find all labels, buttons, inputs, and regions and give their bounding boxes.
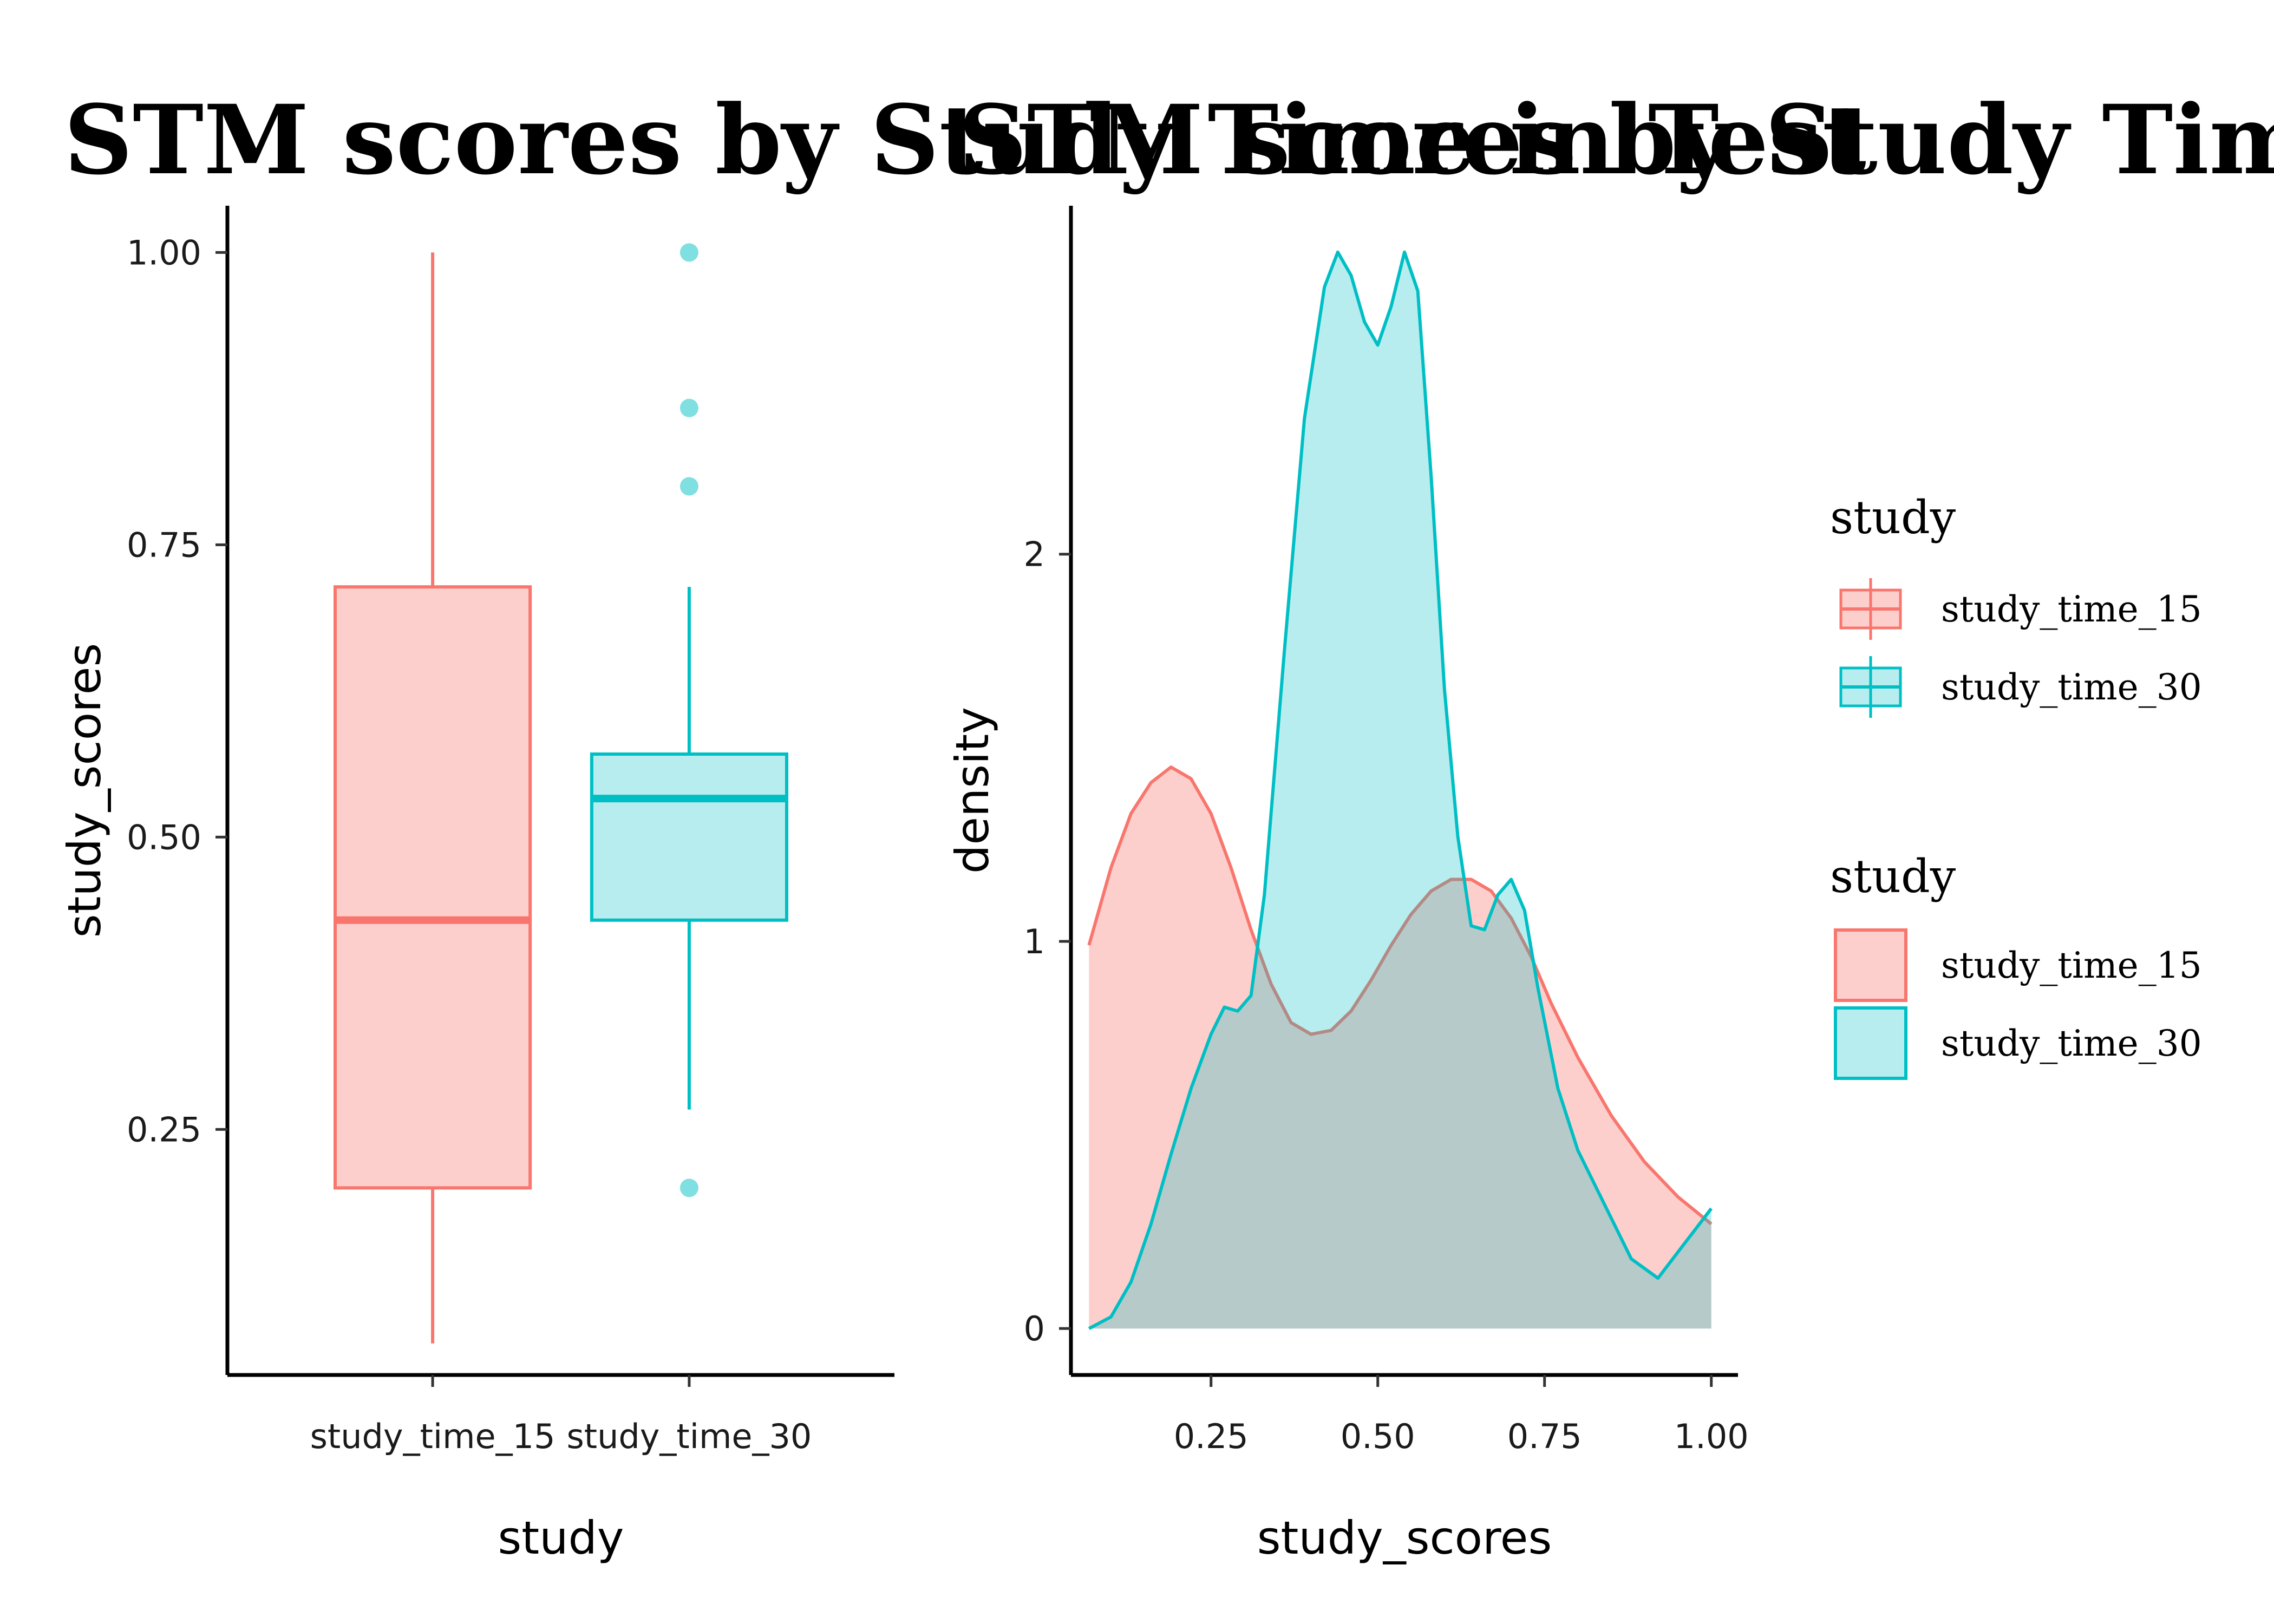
legend-1-key-study-time-30 [1839, 656, 1902, 718]
density-y-tick-label-1: 1 [1024, 922, 1045, 961]
density-x-tick-label-2: 0.75 [1507, 1417, 1582, 1456]
density-line-study-time-30 [1088, 250, 1713, 1330]
x-tick-label-study-time-15: study_time_15 [310, 1417, 556, 1456]
x-tick-label-study-time-30: study_time_30 [566, 1417, 812, 1456]
density-area-study-time-15 [1089, 767, 1711, 1329]
legend-2-key-study-time-15 [1834, 928, 1907, 1002]
legend-1-key-study-time-15 [1839, 578, 1902, 640]
boxplot-title: STM scores by Study Time in Test [64, 84, 1866, 196]
density-title: STM scores by Study Time in Test [958, 84, 2274, 196]
boxplot-panel: study_time_15 study_time_30 0.25 0.50 0.75 1.… [58, 206, 894, 1564]
density-x-tick-label-3: 1.00 [1674, 1417, 1749, 1456]
box-body-study-time-15 [334, 585, 532, 1190]
density-panel: 0.25 0.50 0.75 1.00 0 1 2 study_scores density [946, 206, 1749, 1564]
density-y-axis-title: density [946, 707, 999, 874]
outlier-study-time-30-1 [679, 398, 698, 417]
legend-2-key-study-time-30 [1834, 1006, 1907, 1080]
legend-1-label-study-time-15: study_time_15 [1941, 588, 2202, 630]
density-y-tick-label-2: 2 [1024, 535, 1045, 574]
y-tick-label-0: 0.25 [127, 1110, 201, 1149]
density-marks [1087, 250, 1713, 1330]
box-study-time-15 [334, 252, 532, 1344]
legends: study study_time_15 study_time_30 study … [1830, 491, 2202, 1080]
density-y-tick-label-0: 0 [1024, 1309, 1045, 1348]
density-ticks: 0.25 0.50 0.75 1.00 0 1 2 [1024, 535, 1749, 1456]
box-study-time-30 [590, 243, 788, 1197]
y-tick-label-1: 0.50 [127, 817, 201, 857]
density-area-study-time-30 [1089, 252, 1711, 1329]
outlier-study-time-30-2 [679, 477, 698, 496]
boxplot-marks [334, 243, 788, 1344]
box-body-study-time-30 [590, 752, 788, 922]
boxplot-y-axis-title: study_scores [58, 643, 111, 938]
legend-2-label-study-time-15: study_time_15 [1941, 945, 2202, 986]
outlier-study-time-30-3 [679, 1178, 698, 1197]
y-tick-label-2: 0.75 [127, 525, 201, 565]
density-x-tick-label-1: 0.50 [1341, 1417, 1415, 1456]
boxplot-x-axis-title: study [498, 1511, 624, 1564]
density-x-axis-title: study_scores [1257, 1511, 1552, 1564]
boxplot-ticks: study_time_15 study_time_30 0.25 0.50 0.75 1.… [127, 233, 812, 1456]
legend-1-label-study-time-30: study_time_30 [1941, 666, 2202, 708]
y-tick-label-3: 1.00 [127, 233, 201, 272]
legend-1-title: study [1830, 491, 1956, 544]
legend-2-title: study [1830, 850, 1956, 903]
legend-2-label-study-time-30: study_time_30 [1941, 1023, 2202, 1064]
density-line-study-time-15 [1087, 765, 1713, 1226]
outlier-study-time-30-0 [679, 243, 698, 262]
density-x-tick-label-0: 0.25 [1174, 1417, 1249, 1456]
